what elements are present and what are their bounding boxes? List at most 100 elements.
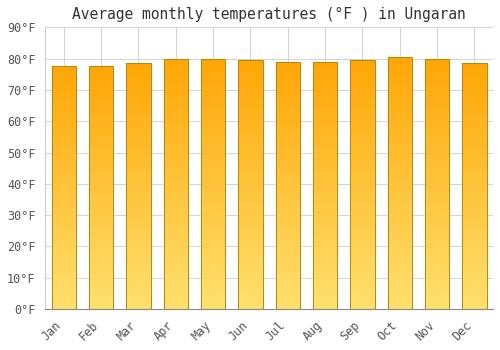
Bar	[388, 82, 412, 85]
Bar	[201, 199, 226, 203]
Bar	[350, 66, 374, 70]
Bar	[425, 115, 449, 118]
Bar	[313, 281, 337, 284]
Bar	[238, 79, 262, 82]
Bar	[89, 251, 114, 254]
Bar	[276, 257, 300, 260]
Bar	[350, 296, 374, 300]
Bar	[350, 284, 374, 287]
Bar	[126, 164, 150, 168]
Bar	[276, 80, 300, 83]
Bar	[238, 234, 262, 238]
Bar	[313, 300, 337, 303]
Bar	[164, 84, 188, 87]
Bar	[350, 306, 374, 309]
Bar	[89, 109, 114, 112]
Bar	[164, 190, 188, 193]
Bar	[425, 290, 449, 293]
Bar	[462, 79, 486, 82]
Bar	[164, 68, 188, 71]
Bar	[238, 150, 262, 154]
Bar	[425, 306, 449, 309]
Bar	[52, 115, 76, 118]
Bar	[388, 281, 412, 284]
Bar	[201, 159, 226, 162]
Bar	[388, 60, 412, 63]
Bar	[425, 184, 449, 187]
Bar	[126, 192, 150, 195]
Bar	[462, 211, 486, 214]
Bar	[388, 152, 412, 155]
Bar	[126, 285, 150, 287]
Bar	[89, 206, 114, 209]
Bar	[276, 151, 300, 154]
Bar	[350, 154, 374, 156]
Bar	[201, 243, 226, 246]
Bar	[276, 306, 300, 309]
Bar	[313, 294, 337, 297]
Bar	[462, 198, 486, 202]
Bar	[89, 236, 114, 239]
Bar	[350, 110, 374, 113]
Bar	[238, 238, 262, 240]
Bar	[201, 203, 226, 206]
Bar	[201, 115, 226, 118]
Bar	[201, 99, 226, 103]
Bar	[201, 68, 226, 71]
Bar	[164, 134, 188, 137]
Bar	[164, 121, 188, 124]
Bar	[238, 175, 262, 178]
Bar	[462, 122, 486, 125]
Bar	[313, 99, 337, 102]
Bar	[350, 122, 374, 126]
Bar	[425, 134, 449, 137]
Bar	[425, 234, 449, 237]
Bar	[164, 77, 188, 80]
Bar	[350, 70, 374, 72]
Bar	[350, 200, 374, 203]
Bar	[201, 306, 226, 309]
Bar	[462, 146, 486, 149]
Bar	[462, 202, 486, 205]
Bar	[388, 104, 412, 107]
Bar	[425, 65, 449, 68]
Bar	[350, 132, 374, 135]
Bar	[126, 214, 150, 217]
Bar	[425, 256, 449, 259]
Bar	[388, 218, 412, 221]
Bar	[201, 275, 226, 278]
Bar	[425, 303, 449, 306]
Bar	[388, 158, 412, 161]
Bar	[238, 206, 262, 210]
Bar	[462, 235, 486, 238]
Bar	[462, 238, 486, 242]
Bar	[425, 215, 449, 218]
Bar	[425, 237, 449, 240]
Bar	[388, 136, 412, 139]
Bar	[201, 224, 226, 228]
Bar	[388, 290, 412, 293]
Bar	[313, 130, 337, 133]
Bar	[126, 303, 150, 306]
Bar	[425, 171, 449, 174]
Bar	[89, 66, 114, 309]
Bar	[350, 225, 374, 228]
Bar	[313, 229, 337, 232]
Bar	[126, 205, 150, 208]
Bar	[89, 197, 114, 200]
Bar	[126, 155, 150, 159]
Bar	[89, 91, 114, 94]
Bar	[276, 219, 300, 223]
Bar	[89, 82, 114, 85]
Bar	[425, 206, 449, 209]
Bar	[462, 116, 486, 119]
Bar	[276, 96, 300, 99]
Bar	[89, 267, 114, 270]
Bar	[201, 121, 226, 124]
Bar	[89, 142, 114, 145]
Bar	[201, 259, 226, 262]
Bar	[388, 265, 412, 268]
Bar	[164, 62, 188, 65]
Bar	[52, 273, 76, 276]
Bar	[350, 262, 374, 266]
